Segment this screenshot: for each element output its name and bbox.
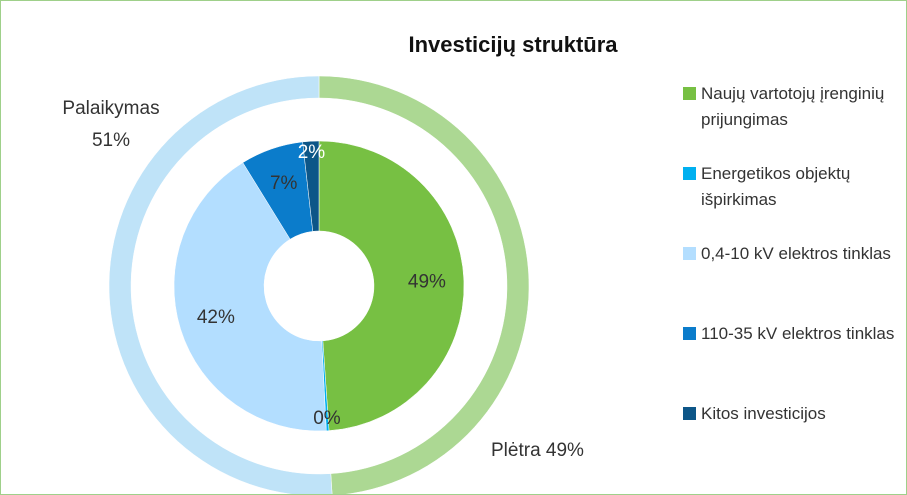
legend-swatch xyxy=(683,327,696,340)
outer-value: 49% xyxy=(546,440,584,461)
legend: Naujų vartotojų įrenginių prijungimas Ene… xyxy=(683,81,905,481)
inner-slice xyxy=(318,140,465,431)
data-label: 49% xyxy=(408,271,446,292)
inner-slice xyxy=(173,162,327,432)
data-label: 2% xyxy=(298,142,326,163)
legend-item: Kitos investicijos xyxy=(683,401,905,481)
legend-label: Kitos investicijos xyxy=(701,404,826,423)
outer-name: Palaikymas xyxy=(62,98,159,119)
outer-slice xyxy=(108,75,333,494)
outer-name: Plėtra xyxy=(491,440,541,461)
legend-item: 110-35 kV elektros tinklas xyxy=(683,321,905,401)
legend-label: 110-35 kV elektros tinklas xyxy=(701,324,895,343)
legend-label: Energetikos objektų išpirkimas xyxy=(701,164,851,209)
legend-item: 0,4-10 kV elektros tinklas xyxy=(683,241,905,321)
legend-swatch xyxy=(683,167,696,180)
data-label: 42% xyxy=(197,307,235,328)
legend-swatch xyxy=(683,247,696,260)
inner-slice xyxy=(302,140,320,232)
outer-slice xyxy=(318,75,530,494)
legend-label: Naujų vartotojų įrenginių prijungimas xyxy=(701,84,885,129)
outer-label: Plėtra 49% xyxy=(491,440,584,461)
legend-item: Naujų vartotojų įrenginių prijungimas xyxy=(683,81,905,161)
data-label: 7% xyxy=(270,173,298,194)
legend-item: Energetikos objektų išpirkimas xyxy=(683,161,905,241)
legend-swatch xyxy=(683,87,696,100)
legend-label: 0,4-10 kV elektros tinklas xyxy=(701,244,891,263)
data-label: 0% xyxy=(313,408,341,429)
legend-swatch xyxy=(683,407,696,420)
outer-value: 51% xyxy=(92,130,130,151)
chart-title: Investicijų struktūra xyxy=(408,32,618,57)
